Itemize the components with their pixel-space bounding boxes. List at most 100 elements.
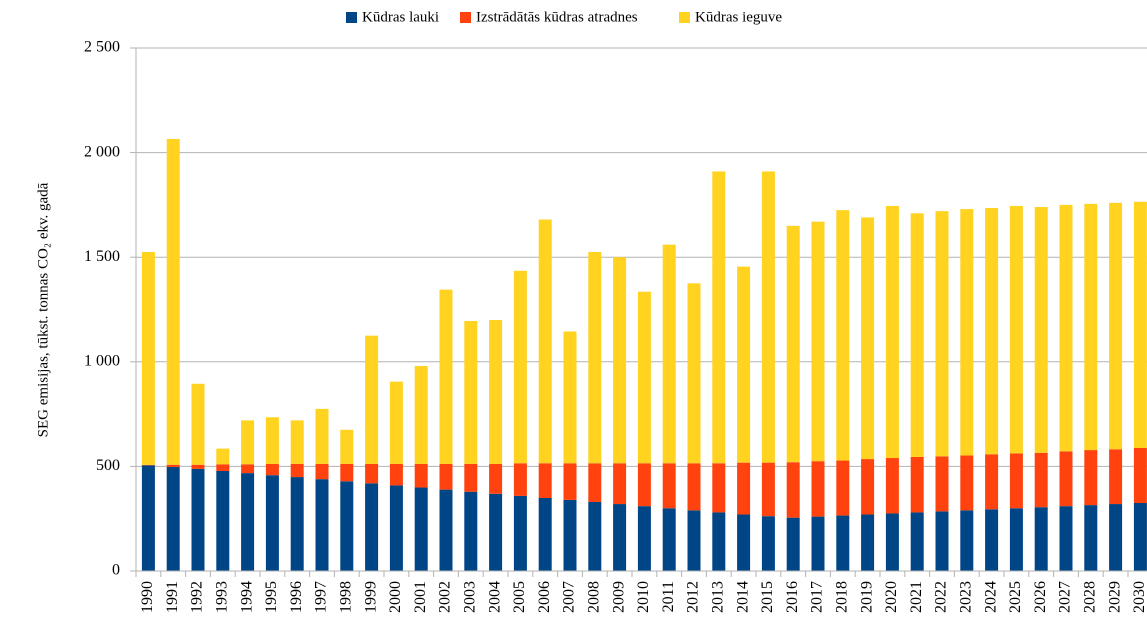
x-tick-label: 2023: [957, 581, 974, 613]
bar-segment: [141, 251, 155, 465]
y-tick-label: 1 000: [84, 352, 120, 369]
bar-segment: [687, 510, 701, 571]
bar-segment: [1034, 507, 1048, 571]
bar-segment: [489, 493, 503, 571]
bar-segment: [265, 463, 279, 476]
x-tick-label: 1991: [164, 581, 181, 613]
bar-segment: [439, 489, 453, 571]
bar-segment: [613, 257, 627, 464]
bar-segment: [166, 139, 180, 465]
bar-segment: [241, 464, 255, 474]
bar-segment: [464, 321, 478, 464]
bar-segment: [761, 171, 775, 463]
x-tick-label: 2019: [858, 581, 875, 613]
bar-segment: [513, 270, 527, 464]
bar-segment: [712, 512, 726, 571]
bar-segment: [613, 463, 627, 505]
y-tick-label: 2 500: [84, 39, 120, 56]
x-tick-label: 2000: [387, 581, 404, 613]
y-tick-label: 0: [112, 562, 120, 579]
bar-segment: [910, 456, 924, 513]
bar-segment: [513, 495, 527, 571]
x-tick-label: 1997: [313, 581, 330, 613]
bar-segment: [588, 463, 602, 502]
x-tick-label: 1992: [189, 581, 206, 613]
x-tick-label: 2002: [437, 581, 454, 613]
bar-segment: [290, 420, 304, 464]
bar-segment: [811, 221, 825, 462]
x-tick-label: 1996: [288, 581, 305, 613]
bar-segment: [910, 512, 924, 571]
bar-segment: [786, 225, 800, 463]
bar-segment: [1109, 504, 1123, 571]
bar-segment: [241, 420, 255, 465]
bar-segment: [588, 251, 602, 464]
bar-segment: [737, 266, 751, 463]
bar-segment: [340, 463, 354, 482]
bar-segment: [340, 429, 354, 464]
bar-segment: [687, 283, 701, 464]
bar-segment: [885, 458, 899, 514]
x-tick-label: 2006: [536, 581, 553, 613]
bar-segment: [985, 454, 999, 510]
bar-segment: [1009, 205, 1023, 454]
y-axis-label: SEG emisijas, tūkst. tonnas CO₂ ekv. gad…: [35, 182, 51, 437]
legend-swatch: [346, 12, 357, 23]
bar-segment: [216, 471, 230, 571]
legend-label: Izstrādātās kūdras atradnes: [476, 9, 638, 25]
bar-segment: [687, 463, 701, 511]
bar-segment: [1109, 449, 1123, 505]
bar-segment: [315, 479, 329, 571]
bar-segment: [191, 383, 205, 465]
x-tick-label: 2029: [1106, 581, 1123, 613]
bar-segment: [613, 504, 627, 571]
bar-segment: [1059, 506, 1073, 571]
bar-segment: [737, 462, 751, 515]
bar-segment: [439, 463, 453, 490]
bar-segment: [191, 468, 205, 571]
bar-segment: [216, 464, 230, 472]
bar-segment: [637, 506, 651, 571]
bar-segment: [637, 463, 651, 507]
bar-segment: [960, 209, 974, 456]
bar-segment: [712, 171, 726, 464]
bar-segment: [1133, 447, 1147, 504]
bar-segment: [538, 219, 552, 464]
bar-segment: [811, 516, 825, 571]
y-tick-label: 1 500: [84, 248, 120, 265]
bar-segment: [935, 511, 949, 571]
bar-segment: [1084, 203, 1098, 451]
bar-segment: [464, 463, 478, 492]
bar-segment: [538, 463, 552, 498]
x-tick-label: 2021: [908, 581, 925, 613]
bar-segment: [1059, 451, 1073, 507]
bar-segment: [861, 459, 875, 515]
bar-segment: [588, 501, 602, 571]
x-tick-label: 2012: [685, 581, 702, 613]
x-tick-label: 2015: [759, 581, 776, 613]
bar-segment: [662, 463, 676, 509]
bar-segment: [836, 460, 850, 516]
x-tick-label: 2001: [412, 581, 429, 613]
x-tick-label: 2011: [660, 581, 677, 612]
bar-segment: [563, 463, 577, 500]
x-tick-label: 2018: [833, 581, 850, 613]
bar-segment: [489, 319, 503, 464]
bar-segment: [1084, 450, 1098, 506]
x-tick-label: 2027: [1057, 581, 1074, 613]
x-tick-label: 2017: [809, 581, 826, 613]
x-tick-label: 2005: [511, 581, 528, 613]
x-tick-label: 2014: [734, 581, 751, 613]
bar-segment: [290, 463, 304, 478]
x-tick-label: 2010: [635, 581, 652, 613]
bar-segment: [439, 289, 453, 464]
x-tick-label: 2008: [585, 581, 602, 613]
bar-segment: [414, 365, 428, 464]
bar-segment: [910, 213, 924, 457]
bar-segment: [389, 463, 403, 486]
x-tick-label: 2007: [561, 581, 578, 613]
x-tick-label: 2024: [982, 581, 999, 613]
bar-segment: [885, 513, 899, 571]
bar-segment: [365, 463, 379, 484]
bar-segment: [761, 462, 775, 517]
